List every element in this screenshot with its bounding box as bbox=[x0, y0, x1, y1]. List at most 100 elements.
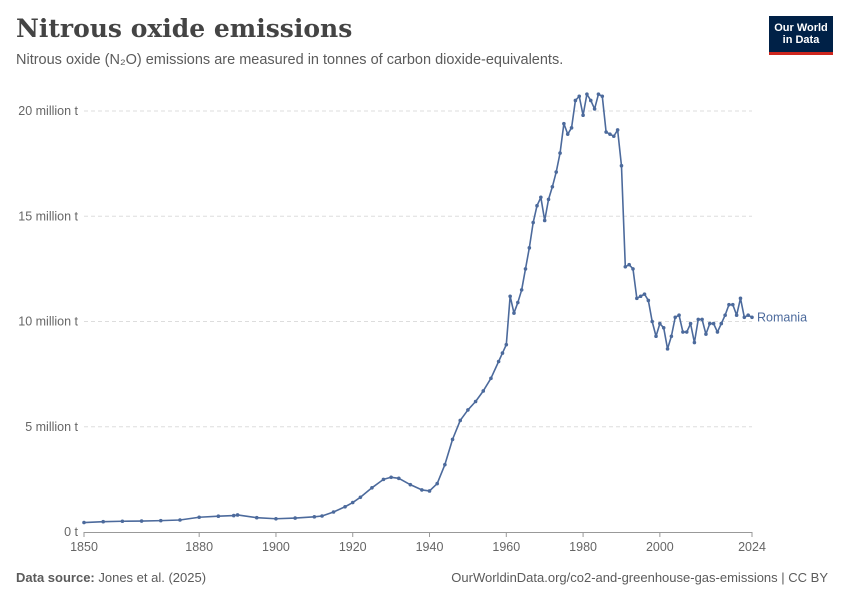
data-point bbox=[397, 476, 401, 481]
data-point bbox=[312, 515, 317, 519]
data-point bbox=[370, 486, 374, 490]
gridlines bbox=[84, 110, 752, 428]
data-point bbox=[727, 302, 731, 307]
data-point bbox=[496, 359, 501, 364]
data-point bbox=[669, 334, 674, 339]
logo-line-2: in Data bbox=[782, 34, 820, 46]
data-point bbox=[158, 518, 163, 523]
data-point bbox=[642, 292, 647, 296]
data-point bbox=[600, 94, 605, 99]
data-point bbox=[638, 294, 643, 299]
x-tick-label: 1980 bbox=[569, 540, 597, 554]
data-point bbox=[750, 315, 754, 320]
data-point bbox=[562, 121, 566, 126]
data-point bbox=[450, 437, 455, 442]
data-point bbox=[500, 351, 505, 355]
data-point bbox=[711, 321, 716, 326]
data-point bbox=[539, 195, 543, 200]
data-point bbox=[331, 510, 336, 514]
data-point bbox=[350, 500, 355, 505]
data-point bbox=[535, 203, 539, 208]
data-point bbox=[546, 197, 551, 202]
y-tick-label: 5 million t bbox=[25, 420, 78, 434]
data-point bbox=[734, 313, 739, 317]
data-point bbox=[723, 313, 727, 317]
data-point bbox=[443, 462, 447, 467]
x-tick-label: 1920 bbox=[339, 540, 367, 554]
data-point bbox=[719, 321, 724, 326]
x-axis-ticks: 1850 1880 1900 1920 1940 1960 1980 2000 2024 bbox=[70, 532, 766, 554]
data-point bbox=[420, 488, 424, 492]
y-tick-label: 10 million t bbox=[18, 315, 78, 329]
data-point bbox=[197, 515, 201, 520]
data-point bbox=[231, 513, 236, 518]
logo-line-1: Our World bbox=[774, 22, 828, 34]
data-point bbox=[427, 489, 432, 493]
data-point bbox=[650, 319, 654, 324]
data-point bbox=[343, 504, 347, 509]
x-tick-label: 1900 bbox=[262, 540, 290, 554]
data-point bbox=[692, 340, 697, 345]
data-source-text[interactable]: Jones et al. (2025) bbox=[94, 570, 207, 585]
footer-url[interactable]: OurWorldinData.org/co2-and-greenhouse-ga… bbox=[451, 570, 828, 585]
data-point bbox=[707, 321, 712, 326]
data-point bbox=[588, 98, 593, 103]
x-tick-label: 1850 bbox=[70, 540, 98, 554]
data-point bbox=[658, 321, 662, 326]
data-point bbox=[489, 376, 493, 381]
data-point bbox=[481, 389, 486, 393]
data-point bbox=[435, 481, 440, 486]
data-source-label: Data source: bbox=[16, 570, 95, 585]
data-point bbox=[661, 326, 666, 330]
data-point bbox=[681, 330, 685, 334]
y-tick-label: 20 million t bbox=[18, 104, 78, 118]
x-tick-label: 2000 bbox=[646, 540, 674, 554]
data-point bbox=[527, 246, 532, 250]
data-point bbox=[673, 315, 678, 320]
data-point bbox=[554, 170, 559, 174]
data-point bbox=[631, 267, 635, 271]
data-point bbox=[320, 514, 324, 518]
data-point bbox=[704, 332, 708, 336]
owid-logo[interactable]: Our World in Data bbox=[769, 16, 833, 55]
series-label: Romania bbox=[757, 310, 807, 324]
data-point bbox=[82, 520, 86, 525]
y-tick-label: 15 million t bbox=[18, 209, 78, 223]
data-point bbox=[581, 113, 585, 118]
data-point bbox=[550, 184, 555, 189]
data-point bbox=[592, 107, 597, 111]
y-axis-ticks: 0 t 5 million t 10 million t 15 million t 20… bbox=[18, 104, 78, 539]
data-point bbox=[742, 315, 747, 320]
data-point bbox=[235, 513, 240, 517]
series-line bbox=[83, 93, 753, 524]
data-point bbox=[635, 296, 639, 301]
data-point bbox=[646, 298, 651, 303]
data-point bbox=[627, 262, 631, 267]
data-point bbox=[700, 317, 704, 322]
data-point bbox=[254, 515, 259, 520]
data-point bbox=[688, 321, 693, 326]
data-point bbox=[684, 330, 689, 334]
chart-title: Nitrous oxide emissions bbox=[16, 14, 353, 43]
data-point bbox=[458, 418, 463, 423]
data-point bbox=[508, 294, 512, 299]
data-point bbox=[519, 288, 524, 292]
series-romania[interactable]: Romania bbox=[82, 92, 807, 525]
data-point bbox=[665, 347, 670, 351]
data-point bbox=[746, 313, 750, 317]
data-point bbox=[619, 163, 624, 168]
data-point bbox=[731, 302, 735, 307]
data-point bbox=[389, 475, 393, 480]
data-point bbox=[516, 300, 520, 305]
data-point bbox=[596, 92, 601, 96]
x-tick-label: 1960 bbox=[492, 540, 520, 554]
data-point bbox=[608, 132, 612, 136]
data-point bbox=[408, 482, 413, 487]
data-point bbox=[623, 264, 628, 269]
data-point bbox=[558, 151, 562, 155]
data-point bbox=[696, 317, 701, 322]
data-point bbox=[523, 267, 528, 271]
data-point bbox=[531, 220, 535, 225]
data-point bbox=[585, 92, 589, 96]
data-point bbox=[274, 516, 278, 521]
